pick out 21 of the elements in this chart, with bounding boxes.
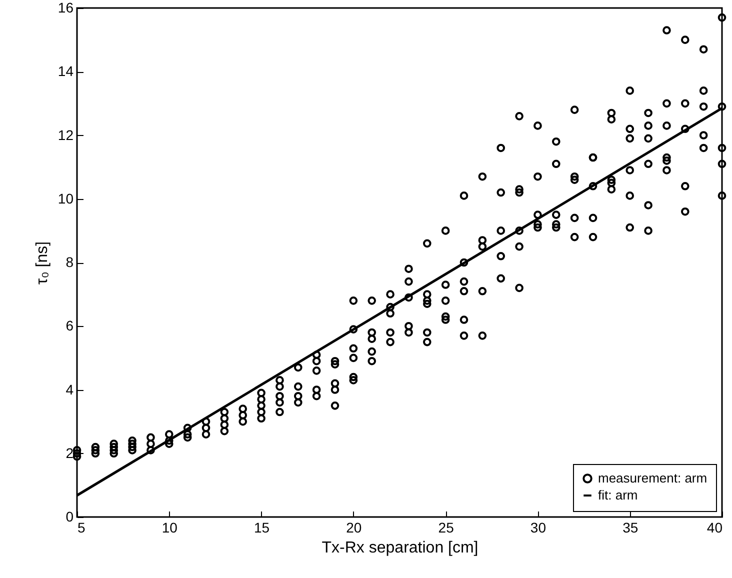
x-tick-label: 30 [530,520,546,536]
y-tick-label: 6 [66,318,74,334]
y-axis-title: τ₀ [ns] [34,241,51,285]
x-tick-label: 15 [254,520,270,536]
legend-label: fit: arm [598,488,638,502]
y-tick-label: 8 [66,254,74,270]
y-tick-label: 12 [58,126,74,143]
x-tick-label: 25 [438,520,454,536]
y-tick-label: 14 [58,63,74,80]
x-tick-label: 10 [162,520,178,536]
y-tick-label: 2 [66,444,74,461]
x-tick-label: 35 [622,520,638,536]
y-tick-label: 0 [66,508,74,524]
legend-label: measurement: arm [598,470,708,486]
x-tick-label: 20 [346,520,362,536]
y-tick-label: 10 [58,190,74,206]
x-tick-label: 5 [78,520,86,536]
x-axis-title: Tx-Rx separation [cm] [322,540,478,556]
y-tick-label: 16 [58,0,74,16]
y-tick-label: 4 [66,381,74,398]
x-tick-label: 40 [706,520,723,536]
